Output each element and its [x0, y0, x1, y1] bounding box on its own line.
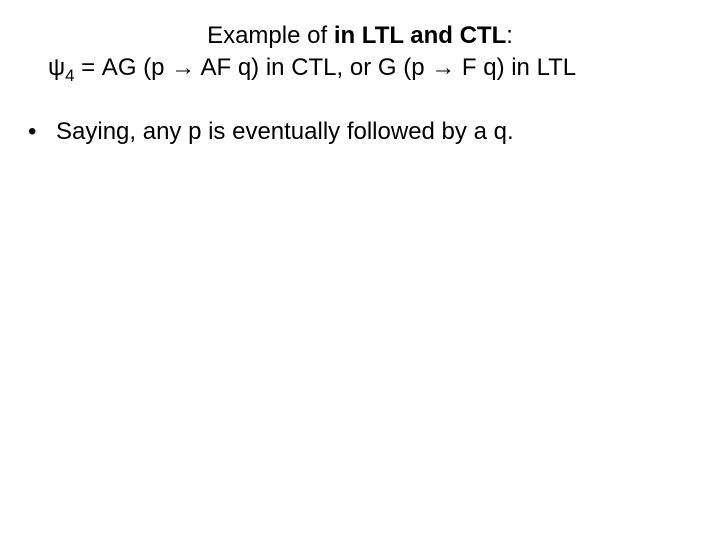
title-line-2: ψ4 = AG (p → AF q) in CTL, or G (p → F q…: [48, 52, 680, 87]
title-line-1: Example of in LTL and CTL:: [207, 22, 513, 49]
formula-text: = AG (p → AF q) in CTL, or G (p → F q) i…: [74, 54, 576, 81]
psi-symbol: ψ: [48, 54, 65, 81]
bullet-text: Saying, any p is eventually followed by …: [56, 118, 720, 146]
title-bold: in LTL and CTL: [334, 22, 506, 49]
bullet-list: • Saying, any p is eventually followed b…: [28, 118, 720, 146]
slide-title: Example of in LTL and CTL: ψ4 = AG (p → …: [40, 20, 680, 88]
title-suffix: :: [506, 22, 513, 49]
title-prefix: Example of: [207, 22, 334, 49]
list-item: • Saying, any p is eventually followed b…: [28, 118, 720, 146]
bullet-marker: •: [28, 118, 56, 146]
